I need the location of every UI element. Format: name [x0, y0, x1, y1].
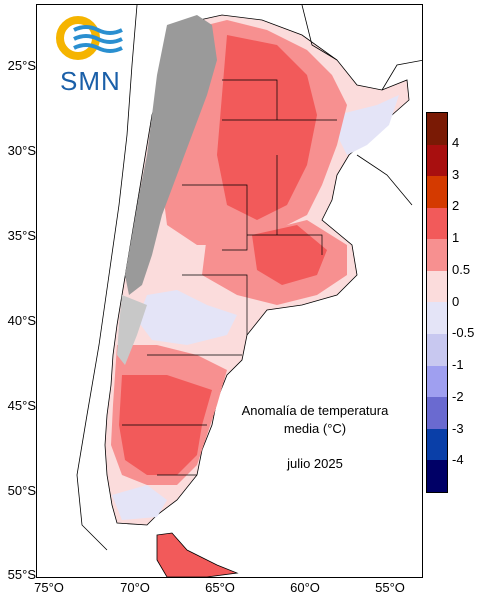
legend-swatch: [427, 428, 447, 461]
color-legend: [426, 112, 448, 493]
legend-swatch: [427, 144, 447, 177]
lat-label-25: 25°S: [7, 58, 36, 73]
lat-label-45: 45°S: [7, 398, 36, 413]
lat-label-40: 40°S: [7, 313, 36, 328]
annotation-title-line2: media (°C): [283, 421, 347, 436]
strong-warm-anomaly-north: [217, 35, 317, 220]
lon-label-65: 65°O: [205, 580, 235, 595]
legend-label: -2: [452, 388, 464, 404]
legend-swatch: [427, 239, 447, 271]
cool-anomaly-south: [112, 485, 167, 520]
legend-swatch: [427, 365, 447, 398]
legend-label: 3: [452, 166, 460, 182]
legend-label: -1: [452, 357, 464, 372]
lon-label-55: 55°O: [375, 580, 405, 595]
legend-label: -3: [452, 420, 464, 436]
smn-logo-icon: [56, 16, 123, 60]
lat-label-35: 35°S: [7, 228, 36, 243]
legend-label: 1: [452, 230, 460, 245]
cool-anomaly-patagonia-north: [137, 290, 237, 345]
annotation-date: julio 2025: [287, 456, 343, 471]
lon-label-60: 60°O: [290, 580, 320, 595]
legend-swatch: [427, 397, 447, 429]
legend-label: 4: [452, 134, 460, 150]
annotation-title-line1: Anomalía de temperatura: [241, 403, 389, 418]
lat-label-50: 50°S: [7, 483, 36, 498]
legend-label: 0: [452, 293, 460, 309]
lat-label-55: 55°S: [7, 567, 36, 582]
temperature-anomaly-map: [76, 5, 422, 577]
neighbor-borders: [76, 5, 422, 551]
smn-logo-text: SMN: [60, 66, 121, 96]
legend-label: 0.5: [452, 261, 471, 277]
cool-anomaly-northeast: [337, 95, 399, 155]
legend-swatch: [427, 334, 447, 366]
province-borders: [122, 79, 337, 476]
legend-label: -4: [452, 452, 464, 468]
map-frame: [36, 4, 423, 578]
tierra-del-fuego: [156, 532, 239, 577]
lat-label-30: 30°S: [7, 143, 36, 158]
legend-swatch: [427, 113, 447, 145]
legend-label: -0.5: [452, 325, 475, 341]
legend-label: 2: [452, 198, 460, 214]
legend-swatch: [427, 176, 447, 208]
lon-label-75: 75°O: [34, 580, 64, 595]
legend-swatch: [427, 460, 447, 492]
legend-swatch: [427, 270, 447, 303]
andes-mountains: [125, 15, 217, 295]
legend-swatch: [427, 302, 447, 335]
legend-swatch: [427, 207, 447, 240]
lon-label-70: 70°O: [120, 580, 150, 595]
strong-warm-anomaly-center: [252, 225, 327, 285]
andes-light: [117, 295, 147, 365]
